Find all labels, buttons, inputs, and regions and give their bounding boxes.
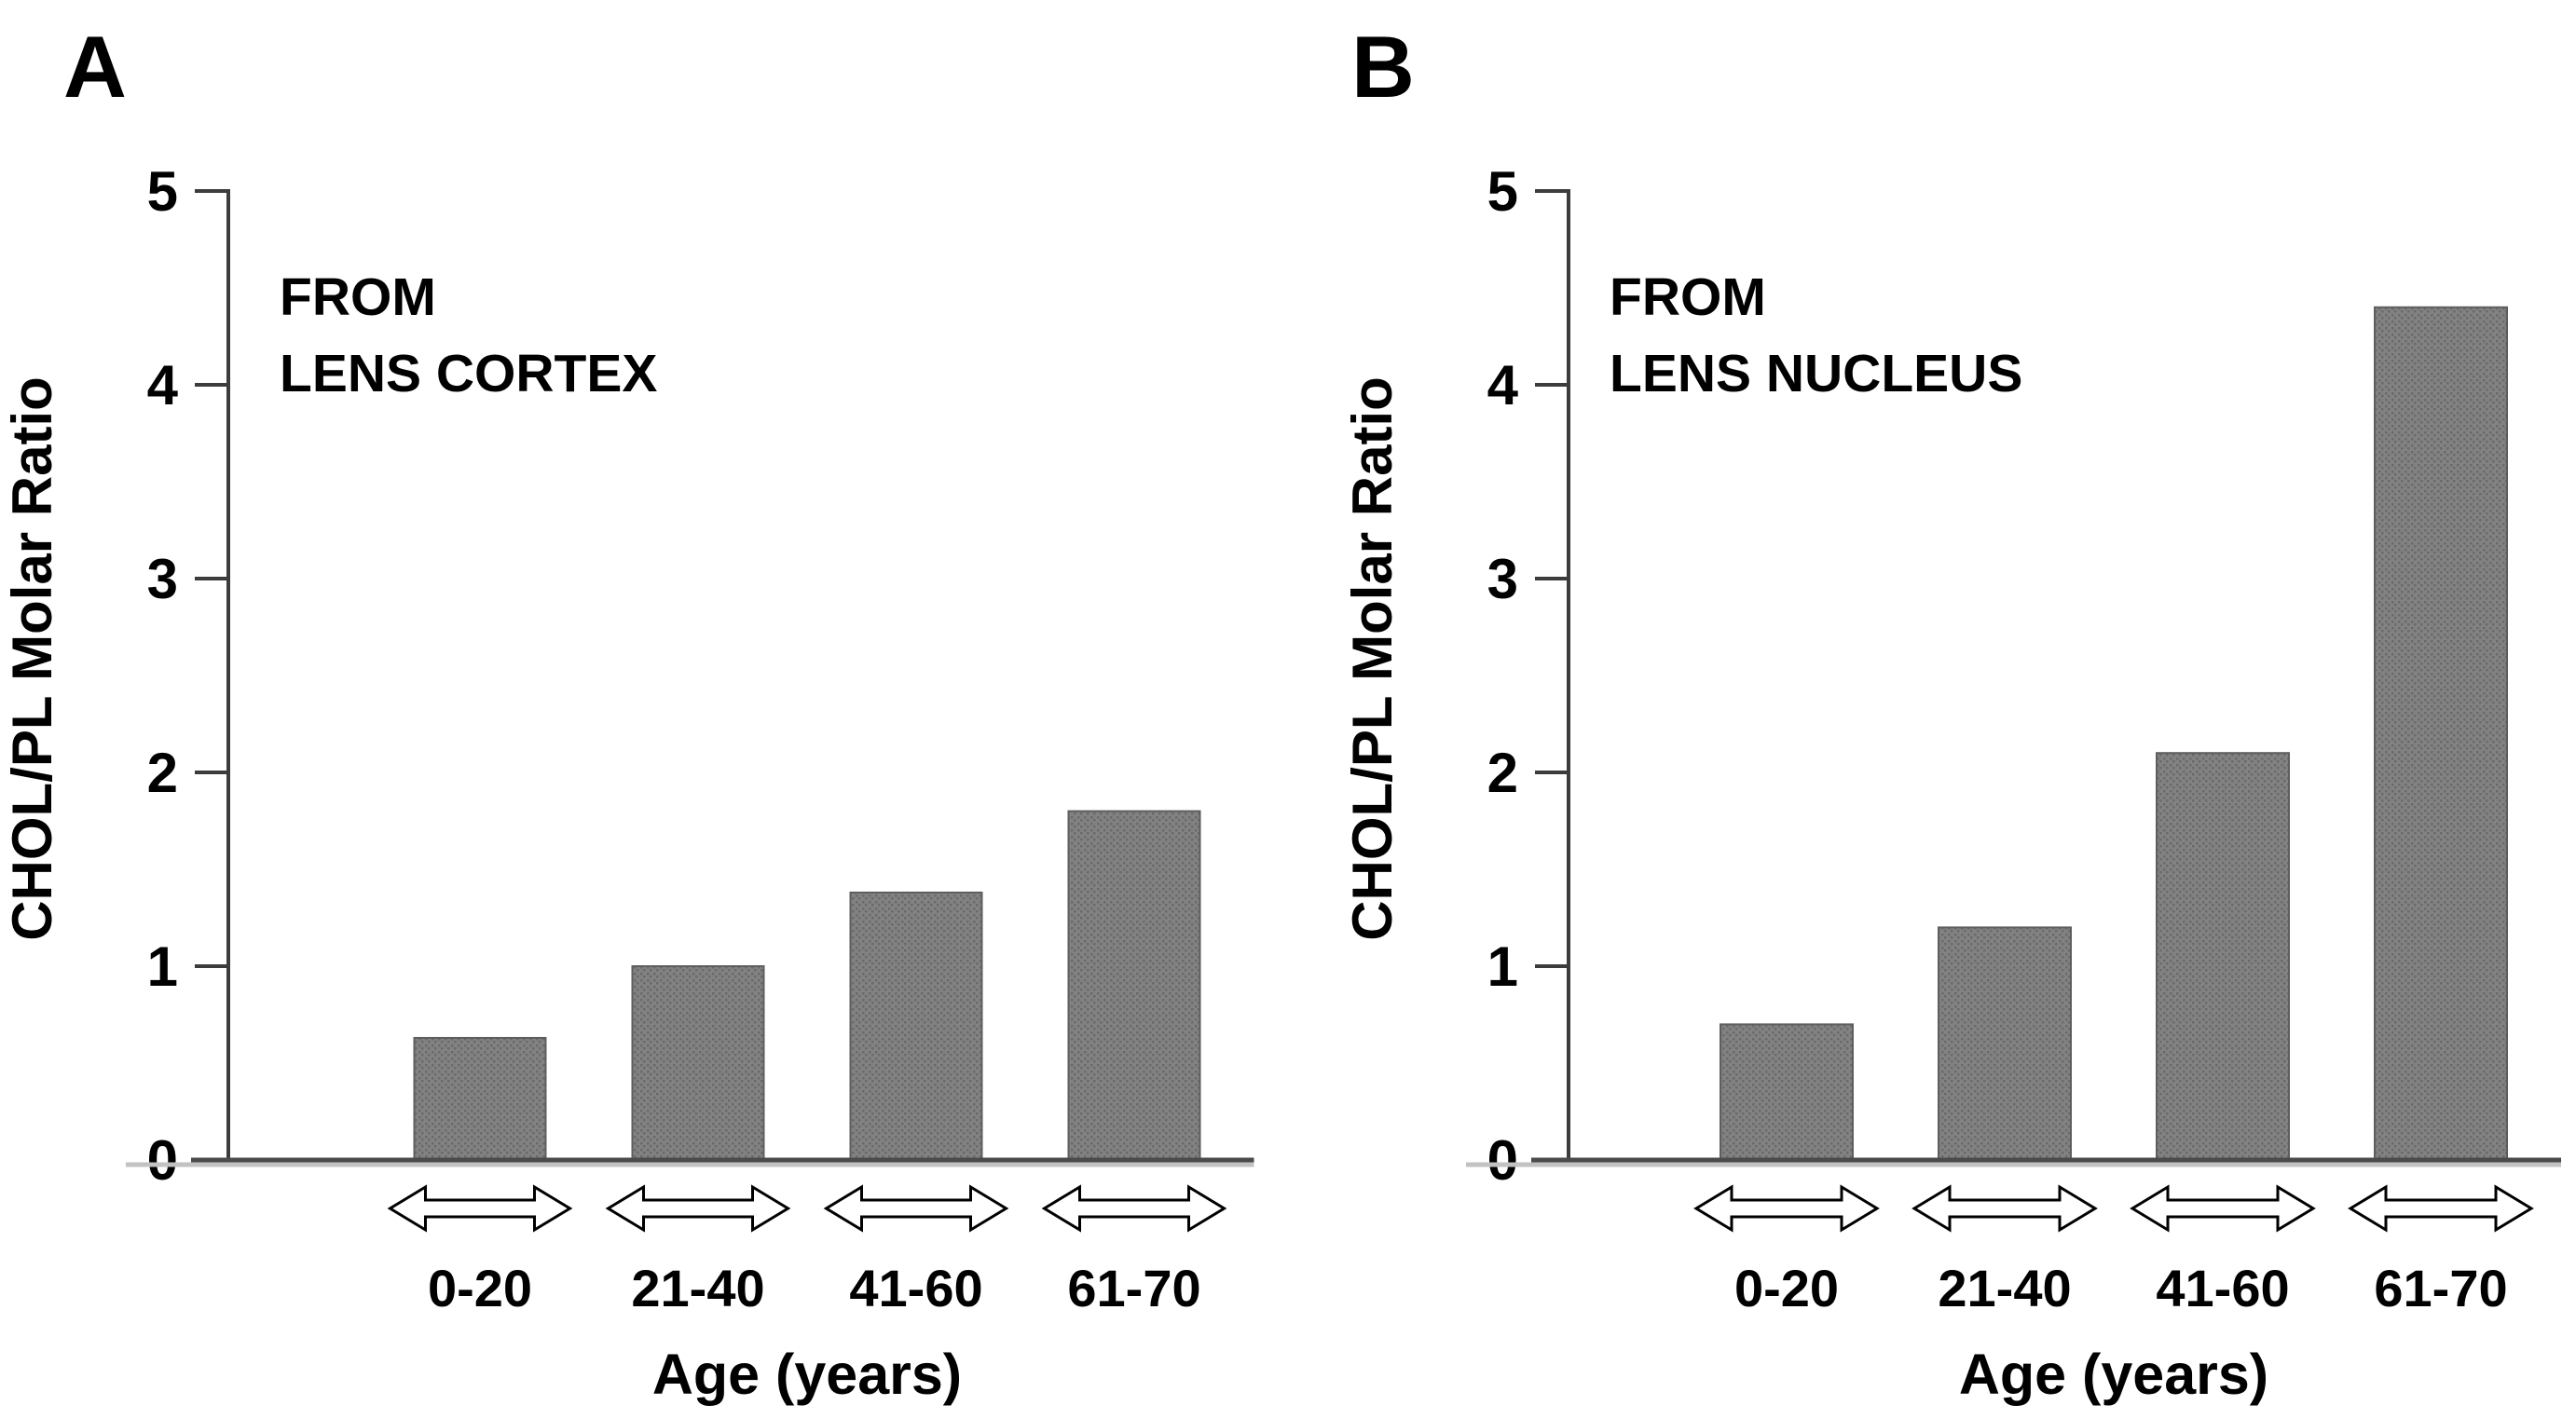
panel-letter: B — [1351, 18, 1415, 116]
y-tick-label: 5 — [1487, 160, 1518, 223]
range-arrow-icon — [2130, 1184, 2316, 1233]
x-category-label: 61-70 — [2374, 1259, 2507, 1317]
y-axis-title: CHOL/PL Molar Ratio — [1341, 376, 1404, 941]
y-tick-label: 1 — [1487, 935, 1518, 998]
annotation-line-2: LENS NUCLEUS — [1610, 344, 2022, 403]
bar-0-20 — [413, 1036, 547, 1161]
x-axis-title: Age (years) — [652, 1343, 962, 1406]
bar-61-70 — [2374, 306, 2508, 1161]
bar-0-20 — [1720, 1023, 1854, 1162]
y-tick-label: 3 — [1487, 548, 1518, 610]
y-tick-label: 4 — [147, 354, 179, 416]
x-category-label: 0-20 — [1734, 1259, 1839, 1317]
x-category-label: 0-20 — [428, 1259, 532, 1317]
range-arrow-icon — [1041, 1184, 1227, 1233]
annotation-line-1: FROM — [1610, 267, 1766, 327]
range-arrow-icon — [387, 1184, 573, 1233]
panel-b: B CHOL/PL Molar Ratio 0 1 2 3 4 5 FROM LENS NUCLE… — [1288, 0, 2576, 1414]
y-tick-label: 4 — [1487, 354, 1519, 416]
x-category-label: 21-40 — [1938, 1259, 2071, 1317]
lens-nucleus-chart: B CHOL/PL Molar Ratio 0 1 2 3 4 5 FROM LENS NUCLE… — [1341, 18, 2561, 1406]
x-axis-title: Age (years) — [1959, 1343, 2268, 1406]
lens-cortex-chart: A CHOL/PL Molar Ratio 0 1 2 3 4 5 FROM LENS CORTE… — [1, 18, 1254, 1406]
range-arrow-icon — [1693, 1184, 1880, 1233]
bar-41-60 — [849, 891, 983, 1162]
annotation-line-1: FROM — [280, 267, 436, 327]
bar-21-40 — [631, 965, 765, 1161]
y-tick-label: 3 — [147, 548, 178, 610]
range-arrow-icon — [823, 1184, 1009, 1233]
y-tick-label: 2 — [1487, 742, 1518, 804]
bar-21-40 — [1938, 926, 2072, 1162]
panel-a: A CHOL/PL Molar Ratio 0 1 2 3 4 5 FROM LENS CORTE… — [0, 0, 1288, 1414]
panel-letter: A — [63, 18, 127, 116]
bar-61-70 — [1067, 810, 1201, 1161]
range-arrow-icon — [2348, 1184, 2534, 1233]
y-tick-label: 0 — [147, 1129, 178, 1192]
range-arrow-icon — [605, 1184, 791, 1233]
annotation-line-2: LENS CORTEX — [280, 344, 657, 403]
x-category-label: 61-70 — [1067, 1259, 1200, 1317]
x-category-label: 21-40 — [631, 1259, 764, 1317]
y-tick-label: 1 — [147, 935, 178, 998]
y-tick-label: 2 — [147, 742, 178, 804]
y-tick-label: 5 — [147, 160, 178, 223]
x-category-label: 41-60 — [2156, 1259, 2289, 1317]
y-tick-label: 0 — [1487, 1129, 1518, 1192]
range-arrow-icon — [1911, 1184, 2098, 1233]
bar-41-60 — [2156, 752, 2290, 1161]
x-category-label: 41-60 — [849, 1259, 982, 1317]
y-axis-title: CHOL/PL Molar Ratio — [1, 376, 63, 941]
